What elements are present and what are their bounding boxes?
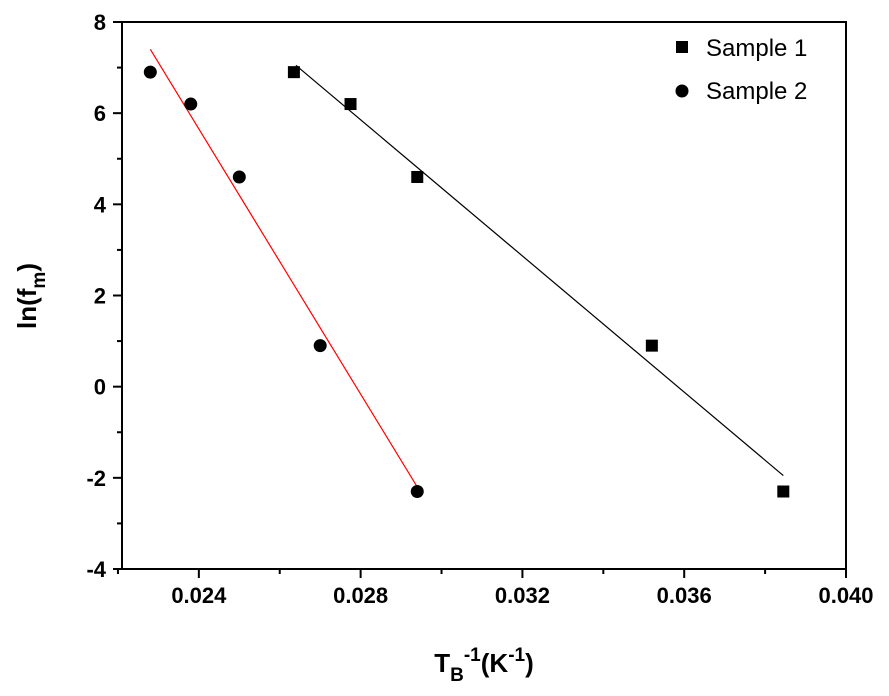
data-point-circle <box>232 170 246 184</box>
legend-label-sample-2: Sample 2 <box>706 78 807 105</box>
legend-marker-sample-2 <box>675 84 689 98</box>
y-tick-label: -4 <box>86 557 106 582</box>
data-point-square <box>645 339 658 352</box>
y-tick-label: 4 <box>94 192 107 217</box>
data-point-square <box>287 66 300 79</box>
data-point-square <box>411 170 424 183</box>
data-point-circle <box>313 339 327 353</box>
y-tick-label: 8 <box>94 10 106 35</box>
y-tick-label: 6 <box>94 101 106 126</box>
fit-line-series-1 <box>295 64 784 477</box>
data-point-square <box>344 98 357 111</box>
fit-lines <box>149 49 784 488</box>
legend-marker-sample-1 <box>676 41 688 53</box>
y-tick-label: 0 <box>94 375 106 400</box>
x-axis-title: TB-1(K-1) <box>434 645 534 686</box>
data-markers <box>143 65 790 499</box>
axis-ticks <box>113 21 847 578</box>
x-tick-label: 0.028 <box>333 583 388 608</box>
x-tick-label: 0.036 <box>657 583 712 608</box>
legend-label-sample-1: Sample 1 <box>706 35 807 62</box>
fit-line-series-2 <box>149 49 418 488</box>
y-axis-title: ln(fm) <box>12 263 50 329</box>
tick-labels: 0.024 0.028 0.032 0.036 0.040 -4 -2 0 2 4 6 8 <box>86 10 873 608</box>
x-tick-label: 0.024 <box>171 583 227 608</box>
legend: Sample 1 Sample 2 <box>675 35 807 105</box>
data-point-circle <box>410 485 424 499</box>
x-tick-label: 0.032 <box>495 583 550 608</box>
data-point-circle <box>184 97 198 111</box>
y-tick-label: -2 <box>86 466 106 491</box>
x-tick-label: 0.040 <box>818 583 873 608</box>
y-tick-label: 2 <box>94 284 106 309</box>
data-point-circle <box>143 65 157 79</box>
data-point-square <box>777 485 790 498</box>
